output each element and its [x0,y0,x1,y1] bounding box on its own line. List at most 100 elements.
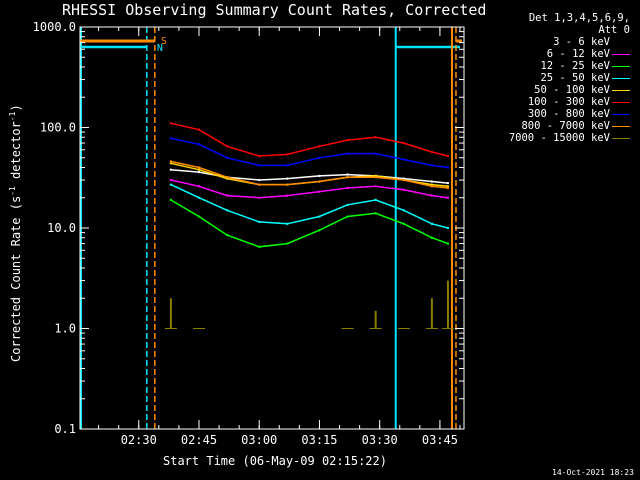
series-point-6-12-kev [225,194,229,197]
series-point-6-12-kev [374,185,377,188]
series-point-25-50-kev [225,209,229,212]
series-line-12-25-kev [170,199,449,248]
series-point-6-12-kev [197,185,201,188]
series-point-12-25-kev [374,212,377,215]
series-point-12-25-kev [169,198,173,202]
series-point-25-50-kev [197,196,201,199]
series-point-6-12-kev [446,196,450,199]
series-point-800-7000-kev [318,180,321,183]
series-point-12-25-kev [197,215,201,218]
series-point-50-100-kev [169,162,173,165]
legend-label: 300 - 800 keV [527,108,610,120]
y-tick-label: 1.0 [54,322,76,336]
legend-item-7000-15000-kev: 7000 - 15000 keV [478,132,638,144]
legend-label: 50 - 100 keV [534,84,610,96]
plot-frame [79,26,465,430]
x-tick-label: 02:30 [121,433,157,447]
y-tick-label: 100.0 [40,121,76,135]
series-point-3-6-kev [346,173,349,176]
legend-item-100-300-kev: 100 - 300 keV [478,96,638,108]
series-point-12-25-kev [258,245,261,249]
series-point-3-6-kev [258,178,261,182]
legend-header-attenuator: Att 0 [598,24,630,36]
series-point-6-12-kev [286,194,289,197]
y-axis-label: Corrected Count Rate (s-1 detector-1) [8,104,23,362]
x-axis-label: Start Time (06-May-09 02:15:22) [163,454,387,468]
series-point-6-12-kev [258,196,261,199]
series-point-800-7000-kev [430,185,434,188]
series-point-50-100-kev [430,183,434,186]
legend-swatch [612,114,630,115]
y-tick-label: 10.0 [47,221,76,235]
x-tick-label: 03:45 [422,433,458,447]
series-point-100-300-kev [346,138,349,142]
generated-timestamp: 14-Oct-2021 18:23 [552,468,634,477]
legend-label: 800 - 7000 keV [521,120,610,132]
series-point-800-7000-kev [374,176,377,179]
legend-label: 12 - 25 keV [540,60,610,72]
legend-swatch [612,102,630,103]
legend-header-detectors: Det 1,3,4,5,6,9, [528,12,630,24]
legend-swatch [612,78,630,79]
series-point-25-50-kev [286,222,289,226]
series-point-100-300-kev [169,122,173,125]
series-point-300-800-kev [197,143,201,146]
legend-swatch [612,126,630,127]
legend-label: 3 - 6 keV [553,36,610,48]
series-point-100-300-kev [225,145,229,148]
series-point-300-800-kev [374,152,377,155]
legend-swatch [612,66,630,67]
series-point-25-50-kev [374,198,377,202]
series-point-12-25-kev [430,236,434,239]
series-point-100-300-kev [197,128,201,131]
legend-label: 6 - 12 keV [546,48,610,60]
series-point-25-50-kev [169,183,173,186]
legend-label: 25 - 50 keV [540,72,610,84]
series-point-800-7000-kev [346,176,349,179]
series-point-3-6-kev [197,170,201,174]
series-point-12-25-kev [402,222,405,226]
series-point-800-7000-kev [258,183,261,186]
series-point-300-800-kev [318,156,321,159]
series-point-100-300-kev [258,154,261,158]
series-point-25-50-kev [430,222,434,226]
series-point-6-12-kev [430,194,434,197]
legend-item-25-50-kev: 25 - 50 keV [478,72,638,84]
legend: Det 1,3,4,5,6,9, Att 0 3 - 6 keV 6 - 12 k… [478,12,638,144]
series-point-100-300-kev [286,153,289,156]
series-point-300-800-kev [346,152,349,155]
series-point-3-6-kev [430,180,434,183]
legend-label: 7000 - 15000 keV [508,132,610,144]
y-tick-label: 1000.0 [33,20,76,34]
series-point-3-6-kev [169,168,173,171]
legend-rows: 3 - 6 keV 6 - 12 keV 12 - 25 keV 25 - 50 ke… [478,36,638,144]
series-point-25-50-kev [402,209,405,212]
series-point-3-6-kev [286,177,289,180]
legend-item-6-12-kev: 6 - 12 keV [478,48,638,60]
series-point-6-12-kev [346,186,349,190]
series-point-800-7000-kev [402,178,405,182]
series-point-300-800-kev [286,164,289,167]
legend-label: 100 - 300 keV [527,96,610,108]
y-tick-label: 0.1 [54,422,76,436]
x-tick-label: 03:00 [241,433,277,447]
x-tick-label: 02:45 [181,433,217,447]
legend-item-12-25-kev: 12 - 25 keV [478,60,638,72]
series-point-800-7000-kev [225,176,229,179]
night-flag-label: N [157,43,163,54]
series-point-300-800-kev [169,137,173,140]
series-point-800-7000-kev [169,160,173,163]
chart-title: RHESSI Observing Summary Count Rates, Co… [62,1,487,19]
series-point-6-12-kev [169,178,173,182]
series-point-12-25-kev [446,242,450,245]
series-point-800-7000-kev [446,186,450,190]
x-tick-label: 03:15 [301,433,337,447]
series-point-12-25-kev [318,229,321,232]
saa-flag-label: S [161,36,167,47]
series-point-25-50-kev [446,226,450,230]
series-point-100-300-kev [446,154,450,158]
series-point-25-50-kev [346,203,349,207]
legend-swatch [612,54,630,55]
